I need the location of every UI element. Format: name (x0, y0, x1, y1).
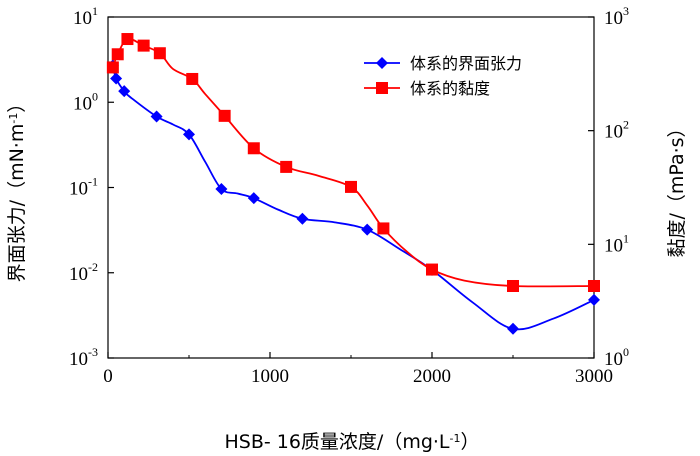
x-tick-label: 3000 (575, 366, 613, 387)
legend-item: 体系的黏度 (364, 79, 490, 98)
data-point (361, 223, 374, 236)
data-point (345, 180, 357, 193)
y-left-axis-title: 界面张力/（mN·m-1） (6, 94, 28, 283)
data-point (507, 279, 519, 292)
data-point (118, 85, 131, 98)
data-point (247, 192, 260, 205)
data-point (183, 128, 195, 141)
axis-ticks (107, 16, 595, 359)
y-left-tick-label: 10-2 (69, 260, 98, 285)
data-point (111, 48, 124, 61)
data-point (247, 142, 260, 155)
data-point (280, 160, 293, 173)
y-right-axis-title: 黏度/（mPa·s） (666, 118, 688, 257)
y-right-tick-label: 102 (604, 118, 629, 143)
y-right-tick-label: 103 (604, 4, 629, 29)
data-point (121, 33, 134, 46)
data-point (153, 47, 166, 60)
series-line (112, 37, 595, 288)
data-point (186, 72, 199, 85)
x-axis-title: HSB- 16质量浓度/（mg·L-1） (224, 431, 479, 453)
data-point (106, 61, 119, 74)
data-point (110, 72, 123, 85)
data-point (507, 322, 519, 335)
data-point (377, 222, 390, 235)
legend-marker (376, 82, 388, 94)
legend-item: 体系的界面张力 (364, 54, 522, 73)
data-point (137, 39, 150, 52)
series-square (106, 33, 600, 292)
tick-labels: 0 1000 2000 3000 101 100 10-1 10-2 10-3 103 102 101… (69, 4, 629, 387)
legend-label: 体系的界面张力 (410, 54, 522, 73)
y-left-tick-label: 100 (73, 89, 98, 114)
data-point (426, 263, 438, 276)
data-point (296, 212, 309, 225)
series-diamond (106, 59, 600, 335)
x-tick-label: 1000 (251, 366, 289, 387)
y-right-tick-label: 101 (604, 231, 629, 256)
y-left-tick-label: 10-3 (69, 345, 98, 370)
x-tick-label: 2000 (413, 366, 451, 387)
data-point (588, 279, 600, 292)
data-point (588, 293, 600, 306)
y-right-tick-label: 100 (604, 345, 629, 370)
data-point (218, 109, 231, 122)
series-line (111, 65, 595, 331)
legend-label: 体系的黏度 (410, 79, 490, 98)
series-layer (106, 33, 600, 335)
x-tick-label: 0 (103, 366, 113, 387)
legend-marker (376, 57, 388, 69)
data-point (150, 110, 163, 123)
y-left-tick-label: 10-1 (69, 175, 98, 200)
y-left-tick-label: 101 (73, 4, 98, 29)
data-point (215, 183, 228, 196)
